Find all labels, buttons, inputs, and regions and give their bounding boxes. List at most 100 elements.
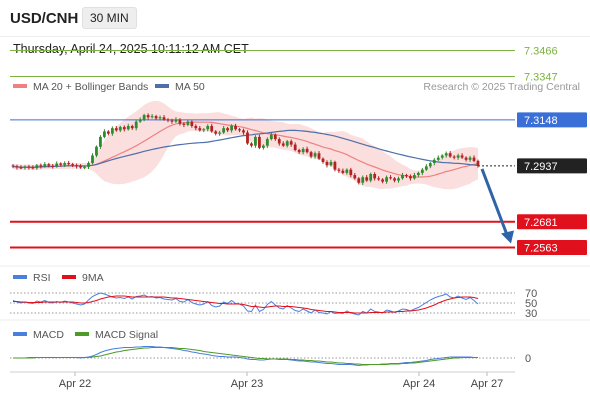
candle-body [409, 176, 412, 179]
rsi-tick-label: 30 [525, 308, 537, 320]
candle-body [333, 162, 337, 170]
candle-body [250, 143, 253, 146]
candle-body [11, 165, 15, 167]
level-label-box [517, 112, 587, 128]
candle-body [75, 165, 78, 167]
candle-body [126, 126, 130, 130]
ma50-line [12, 129, 479, 168]
candle-body [166, 119, 170, 121]
candle-body [277, 139, 281, 144]
candle-body [269, 134, 273, 140]
candle-body [103, 131, 106, 137]
candle-body [71, 164, 75, 166]
candle-body [401, 175, 404, 179]
candle-body [242, 130, 245, 133]
candle-body [317, 153, 321, 159]
level-label-current: 7.2937 [524, 161, 558, 173]
x-axis-labels: Apr 22 Apr 23 Apr 24 Apr 27 [59, 372, 503, 390]
candle-body [43, 164, 47, 167]
level-label-box [517, 214, 587, 230]
candle-body [448, 153, 452, 157]
rsi-ma-legend-swatch [62, 275, 76, 279]
macd-legend-label: MACD [33, 329, 64, 341]
candle-body [452, 156, 456, 158]
candle-body [31, 167, 35, 169]
level-label-support: 7.2681 [524, 217, 558, 229]
level-label-support: 7.2563 [524, 243, 558, 255]
macd-legend-swatch [13, 332, 27, 336]
candle-body [405, 175, 408, 177]
candle-body [138, 119, 142, 122]
candle-body [424, 166, 428, 170]
candle-body [258, 136, 261, 148]
candle-body [385, 177, 388, 182]
forecast-arrow-head [501, 230, 514, 244]
level-label-resistance: 7.3466 [524, 46, 558, 58]
candle-body [329, 162, 333, 166]
candle-body [297, 150, 301, 153]
candle-body [35, 165, 39, 169]
rsi-tick-label: 50 [525, 298, 537, 310]
candle-body [47, 164, 51, 166]
candle-body [456, 155, 460, 158]
x-tick-label: Apr 27 [471, 378, 503, 390]
candle-body [369, 174, 373, 181]
candle-body [99, 136, 102, 147]
candle-body [110, 128, 114, 134]
candle-body [170, 120, 174, 122]
candle-body [174, 119, 178, 122]
candle-body [95, 146, 98, 156]
candle-body [178, 119, 182, 124]
candle-body [361, 177, 365, 183]
x-tick-label: Apr 23 [231, 378, 263, 390]
macd-line [13, 345, 478, 367]
candle-body [436, 157, 440, 160]
candle-body [476, 160, 480, 166]
candle-body [464, 157, 468, 160]
level-label-box [517, 158, 587, 174]
candle-body [59, 163, 63, 165]
candle-body [162, 117, 166, 120]
candle-body [353, 175, 357, 179]
candle-body [190, 121, 194, 126]
candle-body [301, 148, 305, 153]
candle-body [325, 162, 329, 166]
candle-body [19, 167, 23, 169]
rsi-ma-line [13, 295, 479, 314]
candle-body [265, 139, 269, 146]
candle-body [114, 128, 118, 131]
candle-body [158, 117, 162, 119]
level-labels-layer: 7.3466 7.3347 7.3148 7.2937 7.2681 7.2563 [517, 46, 587, 256]
macd-signal-legend-swatch [75, 332, 89, 336]
timeframe-badge[interactable]: 30 MIN [82, 7, 137, 29]
candle-body [377, 178, 381, 180]
candle-body [154, 116, 158, 119]
candle-body [254, 136, 257, 146]
candle-body [389, 177, 392, 179]
candle-body [130, 126, 134, 129]
ma20-legend-label: MA 20 + Bollinger Bands [33, 81, 148, 93]
rsi-line [12, 292, 479, 316]
candle-body [83, 166, 86, 168]
candle-body [198, 128, 202, 131]
candle-body [182, 123, 186, 125]
candle-body [373, 174, 377, 179]
candles-layer [11, 113, 480, 185]
candle-body [393, 178, 396, 181]
level-label-box [517, 240, 587, 256]
candle-body [134, 121, 138, 129]
rsi-legend-swatch [13, 275, 27, 279]
rsi-tick-label: 70 [525, 288, 537, 300]
candle-body [281, 143, 285, 146]
candle-body [23, 166, 27, 168]
bollinger-band [13, 100, 478, 190]
candle-body [15, 166, 19, 168]
candle-body [273, 134, 277, 140]
macd-signal-legend-label: MACD Signal [95, 329, 158, 341]
candle-body [432, 159, 436, 164]
candle-body [261, 145, 265, 148]
candle-body [222, 128, 226, 133]
candle-body [365, 177, 369, 181]
candle-body [321, 158, 325, 162]
